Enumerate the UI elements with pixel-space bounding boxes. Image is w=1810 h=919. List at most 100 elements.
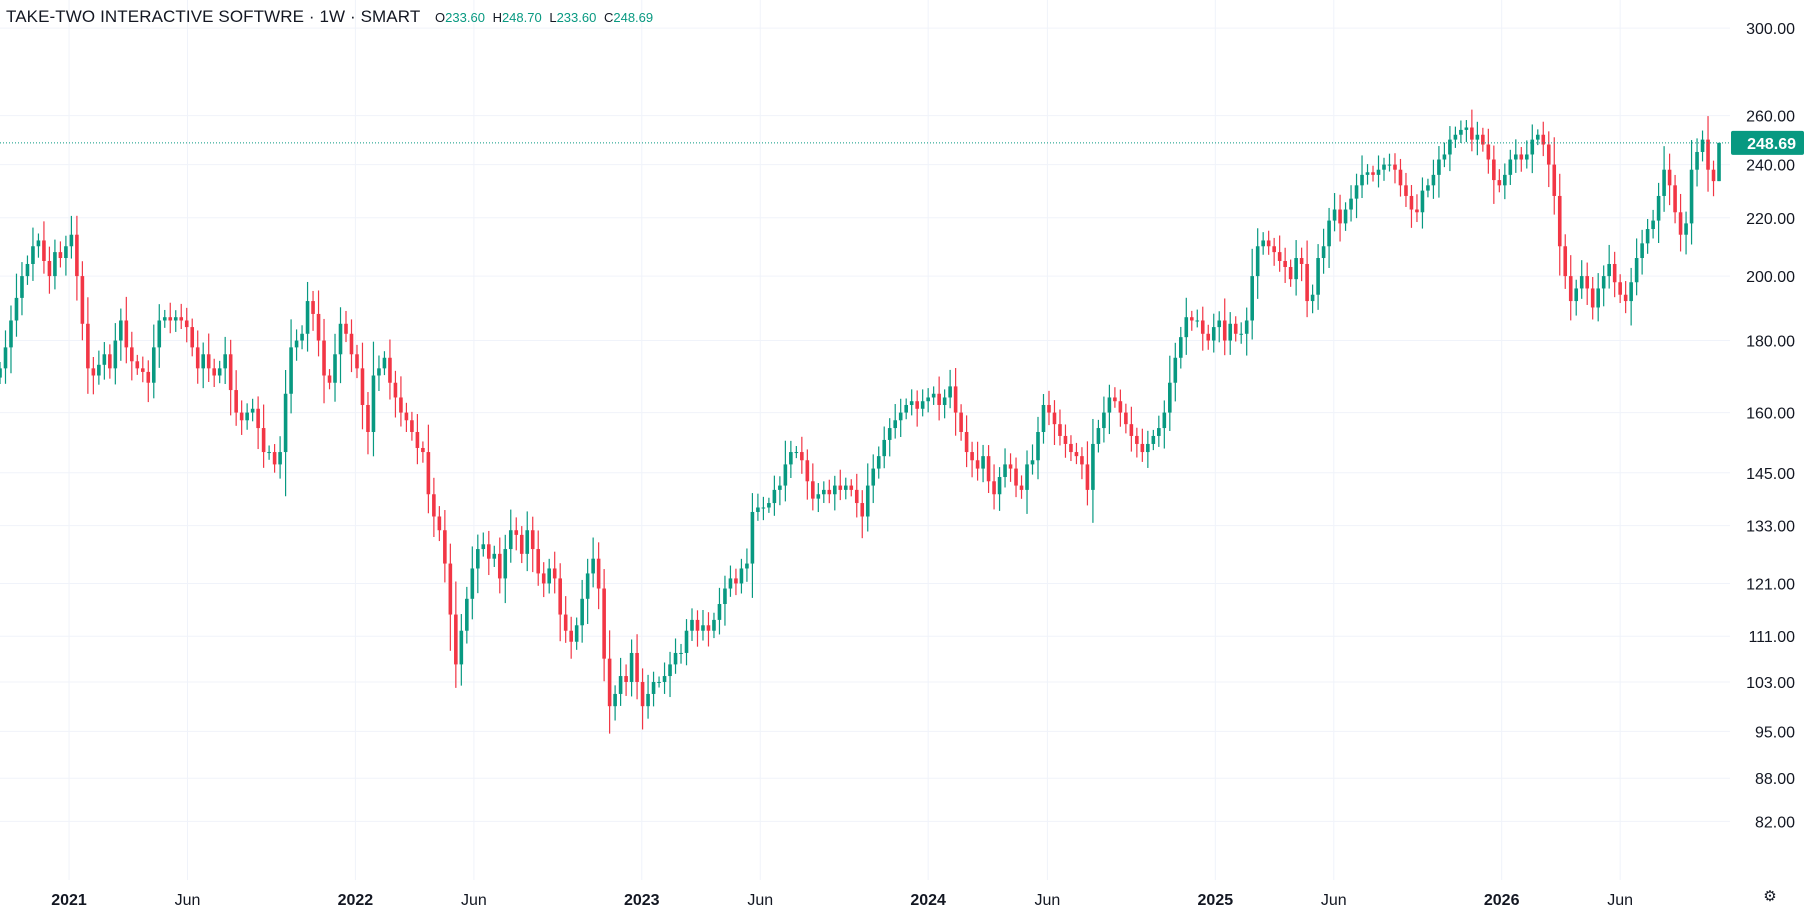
candle-body (662, 676, 667, 682)
candle-body (1124, 412, 1128, 425)
candle-body (327, 375, 332, 383)
candle (541, 562, 546, 598)
candle-body (585, 573, 590, 599)
candle-body (283, 393, 288, 453)
candle-body (547, 568, 552, 584)
candle-body (530, 530, 535, 550)
candle-body (992, 481, 996, 495)
candle-body (119, 320, 123, 341)
candle (1244, 307, 1249, 356)
candle-body (173, 317, 178, 321)
gear-icon[interactable]: ⚙ (1763, 888, 1777, 905)
candle-body (195, 347, 200, 369)
candle (267, 445, 271, 460)
candle (1596, 273, 1600, 322)
candle (1470, 109, 1474, 152)
candle-body (1409, 195, 1414, 210)
candle (1107, 384, 1112, 435)
candle (1030, 444, 1035, 475)
candle-body (876, 456, 881, 469)
price-tick-label: 160.00 (1746, 406, 1795, 423)
candle-body (706, 625, 711, 631)
candle (1535, 129, 1540, 146)
low-value: 233.60 (556, 10, 597, 25)
candle (421, 441, 425, 463)
price-tick-label: 220.00 (1746, 211, 1795, 228)
candle (14, 273, 19, 337)
candle (481, 532, 486, 557)
candle-body (239, 412, 244, 421)
candle (1332, 193, 1337, 232)
candle (1178, 326, 1183, 369)
price-tick-label: 88.00 (1755, 771, 1795, 788)
candle-body (1398, 169, 1403, 186)
candle-body (53, 252, 57, 277)
candle (1365, 164, 1370, 185)
candle (1706, 116, 1710, 192)
candle (1404, 172, 1408, 207)
candle (322, 318, 326, 404)
candle (1250, 248, 1254, 340)
symbol-title[interactable]: TAKE-TWO INTERACTIVE SOFTWRE · 1W · SMAR… (6, 7, 421, 26)
open-label: O (435, 10, 446, 25)
candle (723, 575, 727, 626)
candle (503, 534, 508, 604)
candle (547, 558, 552, 594)
chart-legend: TAKE-TWO INTERACTIVE SOFTWRE · 1W · SMAR… (6, 7, 653, 27)
candle-body (1618, 282, 1622, 295)
candle (1135, 427, 1139, 458)
candle (1233, 316, 1238, 342)
candle-body (1689, 169, 1694, 224)
candle-body (1585, 276, 1590, 289)
candle-body (250, 408, 255, 413)
candle-body (349, 333, 354, 355)
candle-body (816, 494, 821, 499)
candle-body (503, 549, 508, 579)
candle (355, 344, 359, 379)
time-tick-label: 2026 (1484, 892, 1520, 909)
candle (1255, 228, 1260, 299)
candle (739, 558, 744, 594)
candle (25, 255, 30, 285)
time-axis[interactable]: 2021 Jun 2022 Jun 2023 Jun 2024 Jun 2025 Jun 2026 J… (51, 892, 1633, 909)
candle-body (1211, 327, 1216, 341)
candle-body (311, 301, 315, 314)
candle-body (31, 246, 35, 264)
candle-body (1184, 317, 1189, 338)
candle (316, 290, 321, 357)
candle (0, 362, 2, 385)
candle-body (767, 503, 771, 508)
candle (992, 464, 996, 510)
candle (767, 497, 771, 513)
candle-body (948, 386, 952, 398)
candle (1096, 419, 1101, 453)
candle-body (1464, 127, 1469, 130)
candle (234, 370, 238, 426)
price-tick-label: 95.00 (1755, 724, 1795, 741)
candle-body (624, 676, 628, 682)
price-tick-label: 180.00 (1746, 334, 1795, 351)
price-axis[interactable]: 82.00 88.00 95.00 103.00 111.00 121.00 133.00 1… (1731, 21, 1804, 831)
candle-body (1041, 404, 1046, 432)
time-tick-label: Jun (1607, 892, 1633, 909)
candle-body (360, 368, 365, 405)
candle-body (953, 386, 958, 413)
candle (1486, 128, 1491, 174)
candle-body (1365, 172, 1370, 175)
candle-body (1706, 139, 1710, 170)
candle-body (1244, 320, 1249, 334)
candle (1711, 160, 1716, 197)
candle-body (1283, 260, 1287, 267)
candle (536, 530, 541, 586)
candle-body (1623, 294, 1628, 302)
candle-body (734, 578, 738, 584)
candle-body (1288, 266, 1293, 280)
candle (794, 446, 799, 459)
candle (1601, 265, 1606, 307)
candle (1036, 416, 1040, 480)
candle-body (64, 246, 68, 259)
price-tick-label: 121.00 (1746, 576, 1795, 593)
candle (789, 440, 793, 478)
candle (1453, 126, 1458, 148)
